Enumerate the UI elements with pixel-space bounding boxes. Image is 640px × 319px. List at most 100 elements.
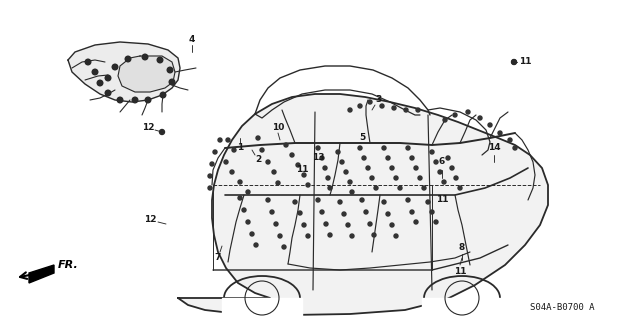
Text: 3: 3	[375, 95, 381, 105]
Text: 11: 11	[519, 57, 531, 66]
Text: 11: 11	[454, 268, 467, 277]
Circle shape	[213, 150, 217, 154]
Circle shape	[368, 222, 372, 226]
Circle shape	[226, 138, 230, 142]
Circle shape	[443, 118, 447, 122]
Circle shape	[238, 180, 242, 184]
Circle shape	[320, 156, 324, 160]
Circle shape	[422, 186, 426, 190]
Circle shape	[117, 97, 123, 103]
Circle shape	[306, 183, 310, 187]
Circle shape	[392, 106, 396, 110]
Circle shape	[290, 153, 294, 157]
Circle shape	[446, 156, 450, 160]
Circle shape	[306, 234, 310, 238]
Circle shape	[278, 234, 282, 238]
Polygon shape	[29, 265, 54, 283]
Circle shape	[256, 136, 260, 140]
Polygon shape	[422, 298, 502, 319]
Circle shape	[296, 163, 300, 167]
Circle shape	[350, 190, 354, 194]
Circle shape	[364, 210, 368, 214]
Circle shape	[142, 54, 148, 60]
Circle shape	[511, 60, 516, 64]
Circle shape	[302, 173, 306, 177]
Circle shape	[372, 233, 376, 237]
Circle shape	[348, 180, 352, 184]
Circle shape	[342, 212, 346, 216]
Circle shape	[508, 138, 512, 142]
Circle shape	[358, 146, 362, 150]
Circle shape	[450, 166, 454, 170]
Text: 13: 13	[312, 153, 324, 162]
Circle shape	[246, 220, 250, 224]
Circle shape	[390, 223, 394, 227]
Text: 2: 2	[255, 155, 261, 165]
Circle shape	[284, 143, 288, 147]
Circle shape	[336, 150, 340, 154]
Text: 7: 7	[215, 254, 221, 263]
Circle shape	[394, 176, 398, 180]
Circle shape	[406, 198, 410, 202]
Polygon shape	[118, 56, 175, 92]
Circle shape	[454, 176, 458, 180]
Circle shape	[218, 138, 222, 142]
Circle shape	[160, 92, 166, 98]
Circle shape	[414, 220, 418, 224]
Text: 12: 12	[141, 123, 154, 132]
Circle shape	[410, 210, 414, 214]
Circle shape	[382, 200, 386, 204]
Circle shape	[250, 232, 254, 236]
Circle shape	[398, 186, 402, 190]
Circle shape	[430, 150, 434, 154]
Circle shape	[105, 75, 111, 81]
Circle shape	[488, 123, 492, 127]
Circle shape	[350, 234, 354, 238]
Circle shape	[410, 156, 414, 160]
Circle shape	[324, 222, 328, 226]
Circle shape	[105, 90, 111, 96]
Circle shape	[157, 57, 163, 63]
Circle shape	[238, 196, 242, 200]
Circle shape	[404, 108, 408, 112]
Circle shape	[260, 148, 264, 152]
Circle shape	[276, 181, 280, 185]
Circle shape	[208, 174, 212, 178]
Polygon shape	[68, 42, 180, 102]
Circle shape	[416, 108, 420, 112]
Circle shape	[380, 104, 384, 108]
Circle shape	[346, 223, 350, 227]
Circle shape	[358, 104, 362, 108]
Circle shape	[338, 200, 342, 204]
Circle shape	[453, 113, 457, 117]
Circle shape	[366, 166, 370, 170]
Polygon shape	[178, 94, 548, 315]
Circle shape	[368, 100, 372, 104]
Circle shape	[390, 166, 394, 170]
Text: 12: 12	[144, 216, 156, 225]
Circle shape	[208, 186, 212, 190]
Circle shape	[242, 208, 246, 212]
Circle shape	[386, 156, 390, 160]
Circle shape	[418, 176, 422, 180]
Circle shape	[498, 131, 502, 135]
Circle shape	[434, 220, 438, 224]
Circle shape	[302, 223, 306, 227]
Circle shape	[458, 186, 462, 190]
Circle shape	[340, 160, 344, 164]
Circle shape	[438, 170, 442, 174]
Circle shape	[414, 166, 418, 170]
Circle shape	[426, 200, 430, 204]
Text: 4: 4	[189, 35, 195, 44]
Circle shape	[230, 170, 234, 174]
Circle shape	[145, 97, 151, 103]
Text: 6: 6	[439, 158, 445, 167]
Circle shape	[246, 190, 250, 194]
Circle shape	[266, 160, 270, 164]
Circle shape	[323, 166, 327, 170]
Text: S04A-B0700 A: S04A-B0700 A	[530, 303, 595, 313]
Circle shape	[254, 243, 258, 247]
Text: FR.: FR.	[58, 260, 79, 270]
Circle shape	[132, 97, 138, 103]
Circle shape	[159, 130, 164, 135]
